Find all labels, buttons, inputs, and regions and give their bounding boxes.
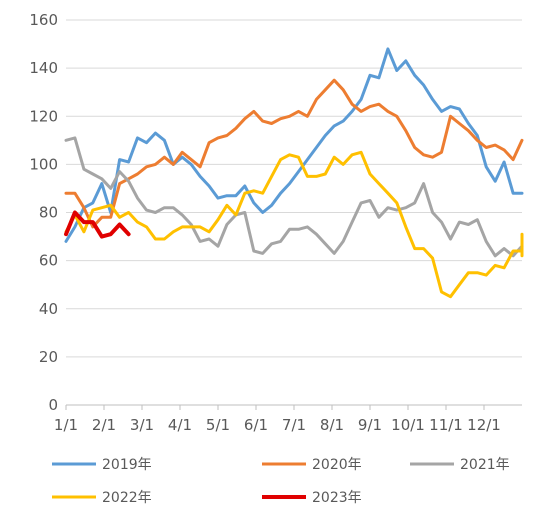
legend-label: 2021年 [460, 457, 510, 473]
y-tick-label: 140 [29, 59, 58, 77]
series-line-2020年 [64, 78, 524, 229]
y-tick-label: 100 [29, 155, 58, 173]
legend: 2019年 2020年 2021年 2022年 2023年 [52, 457, 510, 506]
series-lines [64, 47, 524, 299]
gridlines [65, 19, 522, 410]
x-tick-label: 10/1 [391, 416, 425, 434]
x-tick-label: 4/1 [168, 416, 192, 434]
x-tick-label: 12/1 [467, 416, 501, 434]
x-tick-label: 2/1 [92, 416, 116, 434]
x-tick-label: 11/1 [429, 416, 463, 434]
x-tick-label: 3/1 [130, 416, 154, 434]
y-tick-label: 120 [29, 107, 58, 125]
y-tick-label: 20 [39, 348, 58, 366]
x-tick-label: 1/1 [54, 416, 78, 434]
legend-label: 2019年 [102, 457, 152, 473]
series-line-2022年 [64, 150, 524, 299]
x-tick-label: 7/1 [282, 416, 306, 434]
x-tick-label: 9/1 [358, 416, 382, 434]
y-tick-label: 60 [39, 252, 58, 270]
y-tick-label: 40 [39, 300, 58, 318]
legend-label: 2020年 [312, 457, 362, 473]
series-line-2019年 [64, 47, 524, 243]
series-line-2023年 [64, 210, 131, 239]
y-tick-label: 160 [29, 11, 58, 29]
x-tick-label: 5/1 [206, 416, 230, 434]
y-tick-label: 0 [48, 396, 58, 414]
x-tick-label: 8/1 [320, 416, 344, 434]
legend-label: 2023年 [312, 490, 362, 506]
y-axis-tick-labels: 0 20 40 60 80 100 120 140 160 [29, 11, 58, 414]
legend-label: 2022年 [102, 490, 152, 506]
x-tick-label: 6/1 [244, 416, 268, 434]
x-axis-tick-labels: 1/1 2/1 3/1 4/1 5/1 6/1 7/1 8/1 9/1 10/1 11/1 12/1 [54, 416, 501, 434]
series-line-2021年 [64, 136, 524, 258]
y-tick-label: 80 [39, 204, 58, 222]
